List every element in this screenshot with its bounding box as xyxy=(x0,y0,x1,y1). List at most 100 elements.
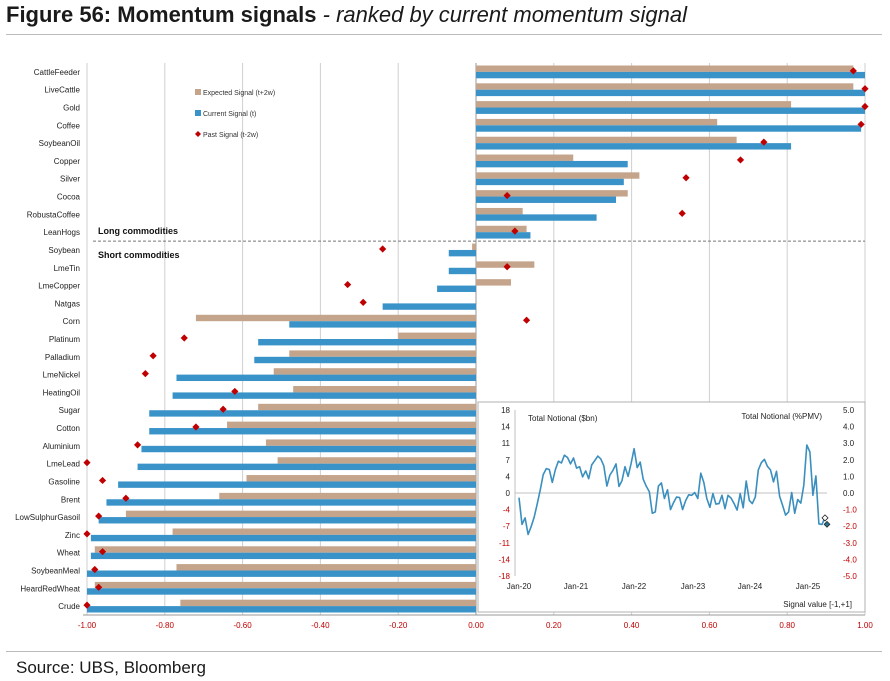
expected-signal-bar xyxy=(94,546,476,553)
current-signal-bar xyxy=(448,267,476,275)
inset-left-tick: -4 xyxy=(503,506,511,515)
figure-number: Figure 56: Momentum signals xyxy=(6,2,317,27)
expected-signal-bar xyxy=(476,207,523,215)
category-label: Soybean xyxy=(48,246,80,255)
inset-left-tick: 4 xyxy=(506,472,511,481)
inset-x-tick: Jan-24 xyxy=(738,582,763,591)
past-signal-point xyxy=(95,512,103,520)
expected-signal-bar xyxy=(476,118,718,126)
short-commodities-label: Short commodities xyxy=(98,250,180,260)
current-signal-bar xyxy=(149,410,477,417)
inset-x-tick: Jan-25 xyxy=(796,582,821,591)
momentum-chart: -1.00 -0.80 -0.60 -0.40 -0.20 0.00 0.20 0.40 0.6… xyxy=(15,63,873,630)
expected-signal-bar xyxy=(476,65,854,72)
category-label: LmeLead xyxy=(47,460,80,469)
inset-right-tick: -3.0 xyxy=(843,539,857,548)
legend-label: Expected Signal (t+2w) xyxy=(203,90,275,97)
x-tick-label: -0.80 xyxy=(156,621,175,630)
current-signal-bar xyxy=(476,143,792,150)
expected-signal-bar xyxy=(476,190,628,197)
past-signal-point xyxy=(83,601,91,609)
current-signal-bar xyxy=(476,178,624,186)
past-signal-point xyxy=(122,494,130,502)
inset-right-tick: 0.0 xyxy=(843,489,855,498)
current-signal-bar xyxy=(98,517,477,524)
inset-x-tick: Jan-23 xyxy=(681,582,706,591)
inset-x-tick: Jan-22 xyxy=(622,582,647,591)
expected-signal-bar xyxy=(476,154,574,161)
inset-left-tick: 0 xyxy=(506,489,511,498)
category-label: LowSulphurGasoil xyxy=(15,513,80,522)
category-label: Gasoline xyxy=(48,477,80,486)
category-label: SoybeanOil xyxy=(39,139,81,148)
past-signal-point xyxy=(522,316,531,324)
category-label: HeatingOil xyxy=(43,388,81,397)
inset-x-tick: Jan-20 xyxy=(507,582,532,591)
source-note: Source: UBS, Bloomberg xyxy=(16,658,206,677)
legend-swatch xyxy=(195,110,201,116)
expected-signal-bar xyxy=(476,261,535,268)
current-signal-bar xyxy=(176,374,476,382)
legend-swatch xyxy=(195,131,201,137)
expected-signal-bar xyxy=(398,332,476,339)
past-signal-point xyxy=(344,280,352,289)
current-signal-bar xyxy=(476,214,597,221)
expected-signal-bar xyxy=(476,83,854,90)
past-signal-point xyxy=(91,565,99,574)
footer-rule xyxy=(6,651,882,652)
x-tick-label: -0.60 xyxy=(233,621,252,630)
current-signal-bar xyxy=(149,428,477,435)
current-signal-bar xyxy=(87,570,476,577)
inset-x-axis-title: Signal value [-1,+1] xyxy=(783,600,852,609)
category-label: Copper xyxy=(54,157,81,166)
past-signal-point xyxy=(149,352,157,360)
expected-signal-bar xyxy=(476,279,512,286)
current-signal-bar xyxy=(87,588,476,595)
inset-right-tick: -4.0 xyxy=(843,555,857,564)
x-tick-label: 0.40 xyxy=(624,621,640,630)
category-label: Cotton xyxy=(56,424,80,433)
inset-right-tick: 1.0 xyxy=(843,472,855,481)
category-label: LmeTin xyxy=(54,264,80,273)
inset-right-tick: 4.0 xyxy=(843,423,855,432)
past-signal-point xyxy=(511,227,519,235)
current-signal-bar xyxy=(90,534,476,542)
long-commodities-label: Long commodities xyxy=(98,226,178,236)
current-signal-bar xyxy=(87,606,476,613)
expected-signal-bar xyxy=(219,492,476,500)
expected-signal-bar xyxy=(172,528,476,535)
past-signal-point xyxy=(861,85,869,93)
past-signal-point xyxy=(503,191,511,200)
category-label: Palladium xyxy=(45,353,80,362)
legend-label: Past Signal (t-2w) xyxy=(203,132,258,139)
current-signal-bar xyxy=(476,196,617,203)
past-signal-point xyxy=(857,120,865,128)
past-signal-point xyxy=(83,530,91,538)
x-tick-label: -0.20 xyxy=(389,621,408,630)
inset-left-axis-title: Total Notional ($bn) xyxy=(528,414,598,423)
current-signal-bar xyxy=(289,321,476,328)
category-label: Coffee xyxy=(57,121,81,130)
category-label: Crude xyxy=(58,602,80,611)
past-signal-point xyxy=(682,174,690,182)
inset-x-tick: Jan-21 xyxy=(564,582,589,591)
expected-signal-bar xyxy=(227,421,476,429)
inset-left-tick: 14 xyxy=(501,423,510,432)
current-signal-bar xyxy=(137,463,476,471)
category-label: Platinum xyxy=(49,335,80,344)
current-signal-bar xyxy=(90,552,476,560)
inset-left-tick: -14 xyxy=(498,555,510,564)
past-signal-point xyxy=(98,476,107,485)
past-signal-point xyxy=(83,459,91,467)
category-label: Gold xyxy=(63,104,80,113)
figure-subtitle: - ranked by current momentum signal xyxy=(322,2,687,27)
past-signal-point xyxy=(141,370,149,378)
past-signal-point xyxy=(133,441,142,449)
current-signal-bar xyxy=(141,445,476,453)
category-label: Sugar xyxy=(59,406,81,415)
past-signal-point xyxy=(503,263,511,271)
past-signal-point xyxy=(861,102,869,111)
inset-left-tick: -18 xyxy=(498,572,510,581)
past-signal-point xyxy=(95,583,103,591)
inset-right-tick: -1.0 xyxy=(843,506,857,515)
